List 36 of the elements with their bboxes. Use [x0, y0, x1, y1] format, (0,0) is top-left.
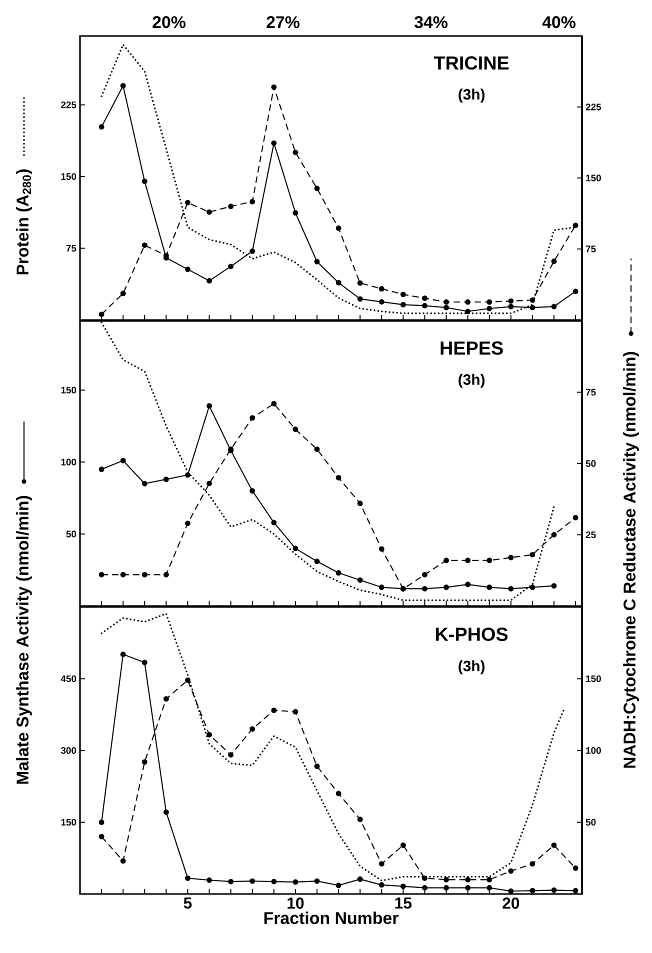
- y2-axis-title: NADH:Cytochrome C Reductase Activity (nmol/min): [623, 352, 639, 768]
- text: (3h): [458, 88, 485, 103]
- x-tick-label: 20: [502, 898, 520, 909]
- y-axis-title: Malate Synthase Activity (nmol/min): [16, 496, 32, 784]
- text: HEPES: [440, 341, 503, 355]
- y2-tick-label: 25: [586, 531, 596, 538]
- y-tick-label: 450: [60, 675, 76, 682]
- x-axis-title: Fraction Number: [264, 912, 398, 924]
- text: 27%: [266, 16, 300, 28]
- y-axis-title: Protein (A$_{280}$): [16, 169, 32, 274]
- y2-tick-label: 100: [586, 747, 601, 754]
- text: 40%: [542, 16, 576, 28]
- text: (3h): [458, 660, 485, 674]
- y-tick-label: 300: [60, 747, 76, 754]
- y2-tick-label: 75: [586, 388, 596, 396]
- text: 34%: [414, 16, 448, 28]
- y-tick-label: 100: [61, 458, 76, 466]
- y2-tick-label: 50: [586, 460, 596, 467]
- y-tick-label: 150: [61, 386, 76, 394]
- y-tick-label: 75: [66, 244, 76, 252]
- y-tick-label: 225: [61, 101, 76, 108]
- y2-tick-label: 75: [586, 246, 596, 252]
- y-tick-label: 150: [61, 818, 76, 826]
- y2-tick-label: 50: [586, 818, 596, 826]
- y2-tick-label: 150: [586, 675, 601, 682]
- text: (3h): [458, 374, 485, 388]
- x-tick-label: 5: [184, 898, 192, 909]
- x-tick-label: 10: [288, 898, 304, 909]
- text: K-PHOS: [436, 628, 508, 641]
- text: TRICINE: [434, 56, 509, 70]
- y-tick-label: 50: [66, 530, 76, 538]
- x-tick-label: 15: [395, 898, 412, 909]
- y2-tick-label: 225: [586, 104, 602, 110]
- y2-tick-label: 150: [586, 174, 601, 182]
- text: 20%: [152, 16, 186, 28]
- y-tick-label: 150: [61, 173, 76, 180]
